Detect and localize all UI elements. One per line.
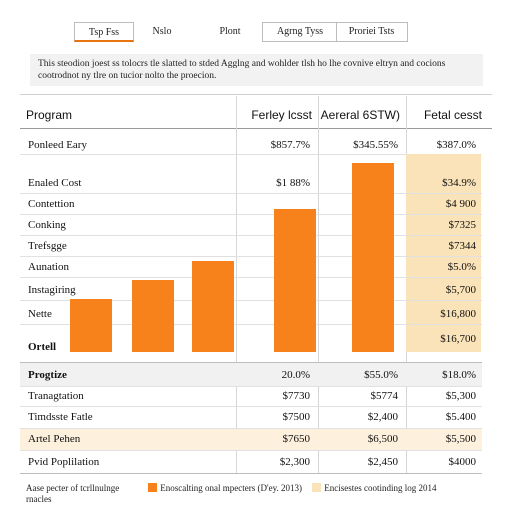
bar-4: [274, 209, 316, 352]
bottom-row-value-col2: $2,400: [367, 411, 398, 423]
section-band: [20, 362, 482, 386]
bar-1: [70, 299, 112, 352]
bottom-row-value-col3: $5.400: [445, 411, 476, 423]
col-separator-1: [236, 96, 237, 474]
row-rule: [20, 193, 482, 194]
bottom-row-label: Artel Pehen: [28, 433, 81, 445]
legend: Aase pecter of tcrllnulnge rnacles Enosc…: [26, 483, 496, 505]
header-col2: Aereral 6STW): [320, 108, 400, 122]
header-col1: Ferley lcsst: [251, 108, 312, 122]
row-rule: [20, 450, 482, 451]
bottom-row-label: Progtize: [28, 369, 67, 381]
bottom-row-value-col3: $4000: [448, 456, 477, 468]
row-rule: [20, 235, 482, 236]
row-value-col1: $857.7%: [270, 139, 310, 151]
legend-swatch: [148, 483, 158, 492]
header-program: Program: [26, 108, 73, 122]
chart-row-value-col3: $7325: [448, 219, 477, 231]
legend-label: Enoscalting onal mpecters (D'ey. 2013): [160, 483, 302, 493]
row-rule: [20, 473, 482, 474]
bottom-row-value-col2: $2,450: [367, 456, 398, 468]
chart-row-value-col3: $5.0%: [447, 261, 476, 273]
tab-1[interactable]: Tsp Fss: [74, 22, 134, 42]
row-rule: [20, 406, 482, 407]
bottom-row-label: Tranagtation: [28, 390, 84, 402]
bar-3: [192, 261, 234, 352]
row-rule: [20, 300, 482, 301]
row-rule: [20, 386, 482, 387]
chart-row-label: Enaled Cost: [28, 177, 82, 189]
col-separator-2: [318, 96, 319, 474]
legend-swatch: [312, 483, 322, 492]
chart-row-value-col3: $4 900: [445, 198, 476, 210]
header-top-rule: [20, 94, 492, 95]
row-value-col2: $345.55%: [353, 139, 398, 151]
chart-row-label: Aunation: [28, 261, 69, 273]
legend-item: Encisestes cootinding log 2014: [312, 483, 437, 494]
row-rule: [20, 362, 482, 363]
row-rule: [20, 277, 482, 278]
bottom-row-value-col2: $6,500: [367, 433, 398, 445]
bottom-row-value-col1: 20.0%: [281, 369, 310, 381]
bottom-row-value-col2: $55.0%: [364, 369, 398, 381]
tab-group: [262, 22, 408, 42]
bottom-row-value-col1: $2,300: [279, 456, 310, 468]
bottom-row-value-col1: $7650: [282, 433, 311, 445]
chart-row-label: Nette: [28, 308, 52, 320]
row-rule: [20, 428, 482, 429]
bottom-row-value-col1: $7730: [282, 390, 311, 402]
row-value-col3: $387.0%: [436, 139, 476, 151]
chart-row-label: Contettion: [28, 198, 75, 210]
bottom-row-value-col3: $5,500: [445, 433, 476, 445]
chart-row-value-col3: $34.9%: [442, 177, 476, 189]
bottom-row-value-col3: $18.0%: [442, 369, 476, 381]
chart-row-label: Conking: [28, 219, 66, 231]
bottom-row-value-col3: $5,300: [445, 390, 476, 402]
highlight-band: [20, 428, 482, 450]
bottom-row-value-col2: $5774: [370, 390, 399, 402]
legend-caption: Aase pecter of tcrllnulnge rnacles: [26, 483, 120, 504]
chart-row-value-col3: $16,800: [440, 308, 476, 320]
chart-row-value-col3: $7344: [448, 240, 477, 252]
tab-bar: Tsp Fss Nslo Plont Agrng Tyss Proriei Ts…: [0, 18, 512, 46]
bar-2: [132, 280, 174, 352]
bar-5: [352, 163, 394, 352]
highlight-column: [406, 154, 481, 352]
chart-row-value-col1: $1 88%: [276, 177, 310, 189]
chart-row-value-col3: $16,700: [440, 333, 476, 345]
tab-5[interactable]: Proriei Tsts: [336, 22, 406, 42]
header-bottom-rule: [20, 128, 492, 129]
tab-2[interactable]: Nslo: [152, 26, 172, 37]
chart-row-value-col3: $5,700: [445, 284, 476, 296]
bottom-row-label: Pvid Poplilation: [28, 456, 100, 468]
row-rule: [20, 214, 482, 215]
legend-label: Encisestes cootinding log 2014: [324, 483, 437, 493]
header-col3: Fetal cesst: [423, 108, 482, 122]
tab-3[interactable]: Plont: [219, 26, 241, 37]
tab-4[interactable]: Agrng Tyss: [276, 26, 324, 37]
chart-row-label: Ortell: [28, 341, 57, 353]
legend-item: Enoscalting onal mpecters (D'ey. 2013): [148, 483, 302, 494]
row-rule: [20, 256, 482, 257]
description-box: This steodion joest ss tolocrs tle slatt…: [30, 54, 483, 86]
row-rule: [20, 154, 482, 155]
bottom-row-label: Timdsste Fatle: [28, 411, 93, 423]
row-rule: [20, 324, 482, 325]
row-label: Ponleed Eary: [28, 139, 87, 151]
chart-row-label: Instagiring: [28, 284, 76, 296]
chart-row-label: Trefsgge: [28, 240, 67, 252]
bottom-row-value-col1: $7500: [282, 411, 311, 423]
